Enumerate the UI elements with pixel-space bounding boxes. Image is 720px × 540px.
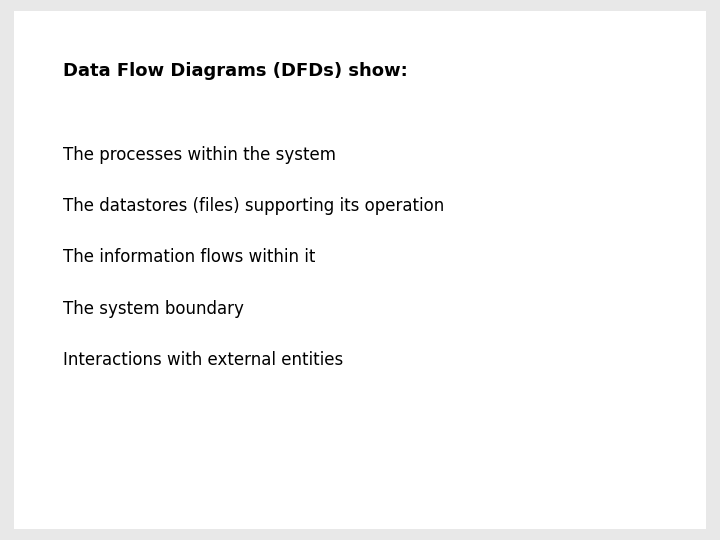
Text: Interactions with external entities: Interactions with external entities [63,351,343,369]
Text: The system boundary: The system boundary [63,300,244,318]
Text: Data Flow Diagrams (DFDs) show:: Data Flow Diagrams (DFDs) show: [63,62,408,80]
Text: The datastores (files) supporting its operation: The datastores (files) supporting its op… [63,197,445,215]
Text: The processes within the system: The processes within the system [63,146,336,164]
Text: The information flows within it: The information flows within it [63,248,316,266]
